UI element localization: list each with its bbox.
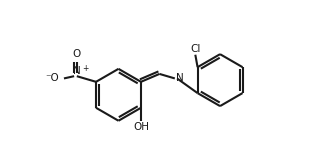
Text: N: N bbox=[176, 73, 184, 83]
Text: Cl: Cl bbox=[190, 44, 201, 54]
Text: O: O bbox=[73, 49, 81, 59]
Text: OH: OH bbox=[133, 122, 149, 132]
Text: N: N bbox=[73, 66, 81, 76]
Text: ⁻O: ⁻O bbox=[46, 73, 59, 83]
Text: +: + bbox=[82, 64, 88, 73]
